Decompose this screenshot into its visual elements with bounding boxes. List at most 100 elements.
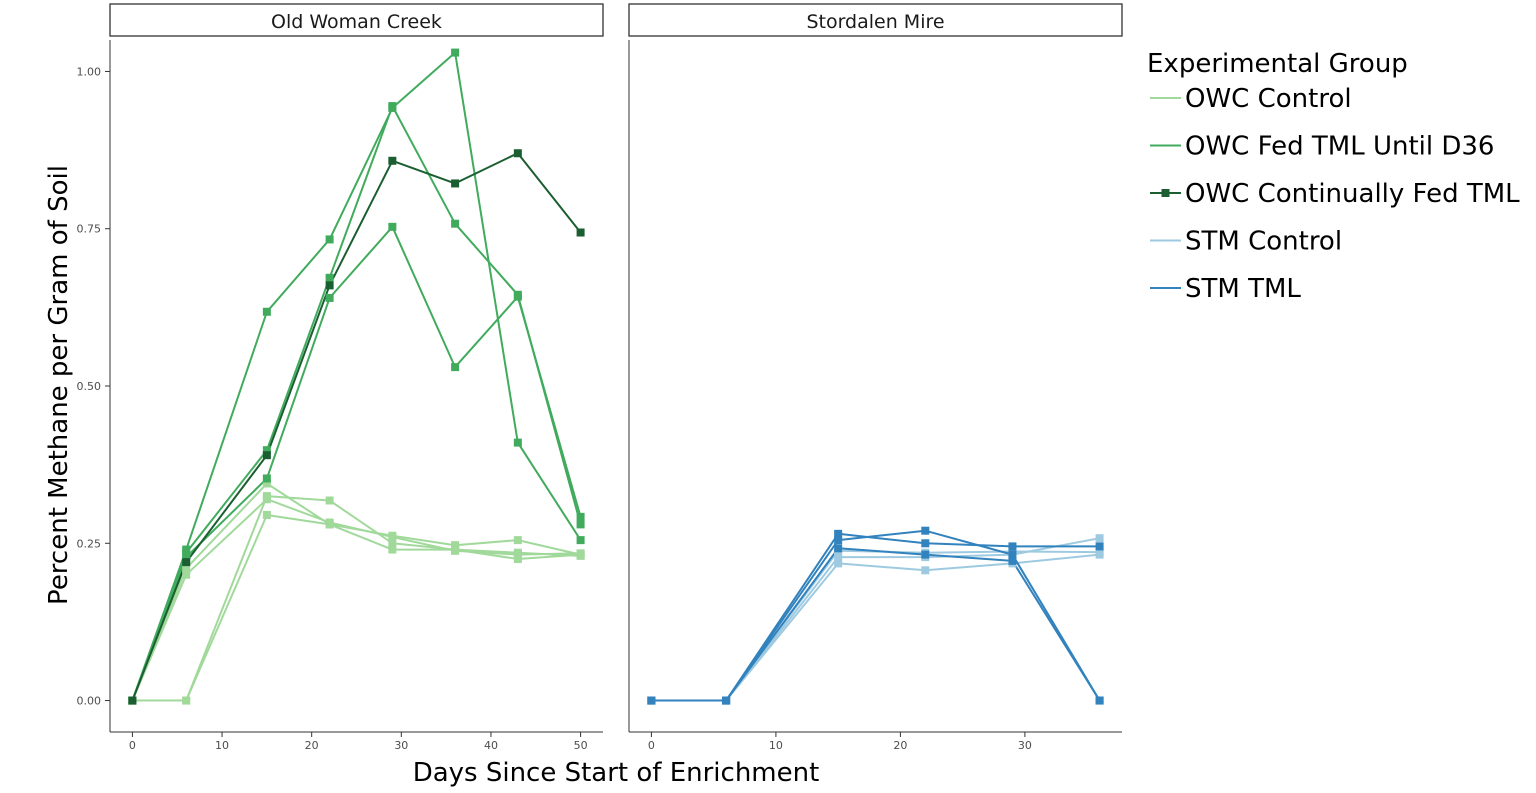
data-point-owc-7 xyxy=(262,451,271,460)
data-point-stm-5 xyxy=(1095,696,1104,705)
data-point-owc-6 xyxy=(182,553,191,562)
data-point-owc-5 xyxy=(182,548,191,557)
plot-area-stm: 0 10 20 30 xyxy=(628,40,1122,752)
series-line-owc-3 xyxy=(131,482,581,701)
data-point-owc-2 xyxy=(513,550,522,559)
series-line-stm-2 xyxy=(651,549,1100,702)
data-point-owc-4 xyxy=(513,438,522,447)
legend-label: OWC Continually Fed TML xyxy=(1185,179,1520,209)
series-line-owc-4 xyxy=(131,51,582,701)
legend-title: Experimental Group xyxy=(1147,49,1408,79)
x-tick-label-owc: 10 xyxy=(215,739,229,752)
series-line-owc-1 xyxy=(132,514,581,702)
data-point-owc-2 xyxy=(451,546,460,555)
data-point-owc-3 xyxy=(576,550,585,559)
x-tick-label-stm: 10 xyxy=(769,739,783,752)
data-point-stm-5 xyxy=(647,696,656,705)
data-point-owc-4 xyxy=(451,48,460,57)
series-line-stm-5 xyxy=(651,547,1101,702)
series-line-stm-1 xyxy=(651,537,1100,702)
legend: Experimental Group OWC Control OWC Fed TM… xyxy=(1147,49,1520,304)
data-point-owc-6 xyxy=(451,363,460,372)
panel-owc: Old Woman Creek 0 10 20 30 40 50 xyxy=(109,3,604,752)
data-point-owc-7 xyxy=(325,281,334,290)
data-point-owc-4 xyxy=(325,235,334,244)
data-point-owc-0 xyxy=(388,539,397,548)
y-tick-label: 0.75 xyxy=(77,223,102,236)
series-line-owc-6 xyxy=(131,225,582,701)
x-tick-label-stm: 0 xyxy=(648,739,655,752)
x-tick-label-stm: 30 xyxy=(1018,739,1032,752)
data-point-owc-1 xyxy=(182,696,191,705)
data-point-stm-5 xyxy=(834,544,843,553)
data-point-owc-1 xyxy=(262,510,271,519)
data-point-owc-3 xyxy=(451,541,460,550)
data-point-stm-0 xyxy=(921,566,930,575)
y-tick-label: 0.00 xyxy=(77,695,102,708)
data-point-owc-5 xyxy=(262,446,271,455)
data-point-stm-4 xyxy=(921,526,930,535)
data-point-owc-7 xyxy=(388,156,397,165)
data-point-owc-7 xyxy=(182,558,191,567)
data-point-owc-6 xyxy=(325,293,334,302)
x-axis-title: Days Since Start of Enrichment xyxy=(413,758,820,788)
legend-swatch-marker xyxy=(1161,189,1170,197)
series-line-owc-0 xyxy=(132,495,581,702)
legend-label: OWC Fed TML Until D36 xyxy=(1185,132,1494,162)
data-point-stm-3 xyxy=(921,539,930,548)
data-point-stm-1 xyxy=(834,553,843,562)
data-point-stm-2 xyxy=(1095,548,1104,557)
data-point-owc-3 xyxy=(262,479,271,488)
x-tick-label-stm: 20 xyxy=(893,739,907,752)
data-point-owc-6 xyxy=(513,292,522,301)
strip-title-owc: Old Woman Creek xyxy=(271,11,442,33)
data-point-stm-5 xyxy=(921,550,930,559)
data-point-stm-3 xyxy=(1008,542,1017,551)
series-line-stm-0 xyxy=(651,553,1100,702)
data-point-owc-4 xyxy=(576,536,585,545)
data-point-stm-0 xyxy=(834,559,843,568)
plot-area-owc: 0 10 20 30 40 50 xyxy=(110,48,603,752)
data-point-owc-6 xyxy=(388,222,397,231)
legend-label: STM TML xyxy=(1185,274,1301,304)
data-point-stm-4 xyxy=(1008,550,1017,559)
data-point-owc-2 xyxy=(262,495,271,504)
data-point-stm-5 xyxy=(1008,556,1017,565)
strip-box-stm xyxy=(628,3,1123,37)
x-tick-label-owc: 30 xyxy=(394,739,408,752)
data-point-owc-4 xyxy=(262,307,271,316)
series-line-owc-7 xyxy=(131,152,582,701)
data-point-owc-6 xyxy=(576,512,585,521)
data-point-owc-5 xyxy=(451,219,460,228)
data-point-stm-5 xyxy=(722,696,731,705)
data-point-owc-3 xyxy=(325,520,334,529)
data-point-owc-0 xyxy=(325,496,334,505)
data-point-stm-4 xyxy=(834,536,843,545)
x-tick-label-owc: 50 xyxy=(574,739,588,752)
y-axis-title: Percent Methane per Gram of Soil xyxy=(44,165,74,605)
series-line-owc-5 xyxy=(131,105,582,701)
series-line-stm-3 xyxy=(651,532,1100,702)
x-tick-label-owc: 0 xyxy=(129,739,136,752)
x-tick-label-owc: 40 xyxy=(484,739,498,752)
y-tick-label: 1.00 xyxy=(77,65,102,78)
legend-label: STM Control xyxy=(1185,227,1342,257)
data-point-stm-3 xyxy=(834,529,843,538)
data-point-owc-5 xyxy=(388,102,397,111)
data-point-owc-3 xyxy=(182,564,191,573)
data-point-owc-3 xyxy=(513,536,522,545)
panel-stm: Stordalen Mire 0 10 20 30 xyxy=(628,3,1123,752)
data-point-owc-7 xyxy=(128,696,137,705)
legend-label: OWC Control xyxy=(1185,84,1352,114)
strip-box-owc xyxy=(109,3,604,37)
data-point-owc-7 xyxy=(576,228,585,237)
data-point-owc-1 xyxy=(388,545,397,554)
data-point-owc-7 xyxy=(451,179,460,188)
y-tick-label: 0.25 xyxy=(77,537,102,550)
y-axis: 0.00 0.25 0.50 0.75 1.00 xyxy=(77,40,111,732)
data-point-stm-3 xyxy=(1095,542,1104,551)
data-point-owc-0 xyxy=(513,555,522,563)
y-tick-label: 0.50 xyxy=(77,380,102,393)
strip-title-stm: Stordalen Mire xyxy=(806,11,944,33)
